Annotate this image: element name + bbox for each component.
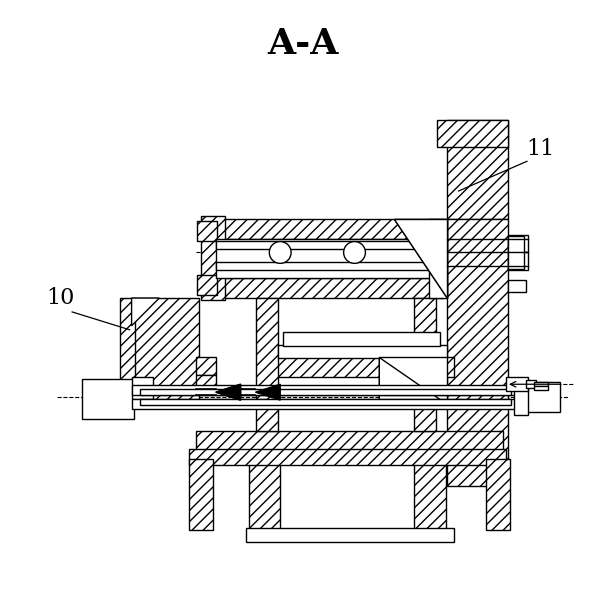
Bar: [189, 459, 213, 530]
Bar: [196, 431, 503, 462]
Polygon shape: [132, 298, 159, 326]
Bar: [245, 528, 454, 542]
Bar: [132, 385, 518, 395]
Circle shape: [344, 242, 365, 264]
Bar: [216, 278, 444, 298]
Bar: [139, 399, 511, 405]
Bar: [486, 459, 510, 530]
Circle shape: [269, 242, 291, 264]
Polygon shape: [216, 384, 241, 400]
Bar: [139, 389, 511, 395]
Bar: [196, 358, 216, 375]
Bar: [447, 219, 508, 486]
Polygon shape: [256, 384, 280, 400]
Bar: [132, 298, 199, 405]
Bar: [508, 253, 528, 270]
Bar: [278, 345, 447, 359]
Bar: [132, 378, 153, 399]
Bar: [534, 386, 548, 390]
Bar: [82, 379, 133, 419]
Bar: [270, 358, 454, 378]
Bar: [216, 262, 439, 270]
Bar: [283, 331, 440, 345]
Bar: [506, 378, 528, 391]
Bar: [196, 375, 216, 393]
Polygon shape: [394, 219, 447, 298]
Bar: [132, 399, 518, 409]
Bar: [197, 221, 217, 241]
Bar: [508, 280, 526, 292]
Bar: [201, 216, 225, 300]
Bar: [508, 235, 528, 253]
Bar: [248, 462, 280, 530]
Bar: [518, 387, 558, 409]
Bar: [534, 382, 548, 386]
Bar: [526, 381, 536, 388]
Text: A-A: A-A: [267, 27, 339, 61]
Text: 10: 10: [46, 287, 75, 309]
Bar: [514, 379, 528, 415]
Bar: [414, 462, 445, 530]
Bar: [120, 298, 135, 405]
Bar: [256, 298, 278, 431]
Polygon shape: [216, 384, 241, 400]
Text: 11: 11: [527, 138, 555, 161]
Bar: [508, 236, 524, 269]
Bar: [437, 120, 508, 147]
Bar: [197, 275, 217, 295]
Polygon shape: [394, 219, 447, 298]
Bar: [216, 241, 439, 248]
Polygon shape: [379, 358, 447, 404]
Bar: [216, 239, 444, 278]
Bar: [189, 448, 506, 465]
Polygon shape: [429, 219, 447, 298]
Bar: [414, 298, 436, 431]
Bar: [447, 120, 508, 219]
Bar: [516, 382, 559, 412]
Polygon shape: [379, 358, 447, 404]
Bar: [216, 219, 444, 239]
